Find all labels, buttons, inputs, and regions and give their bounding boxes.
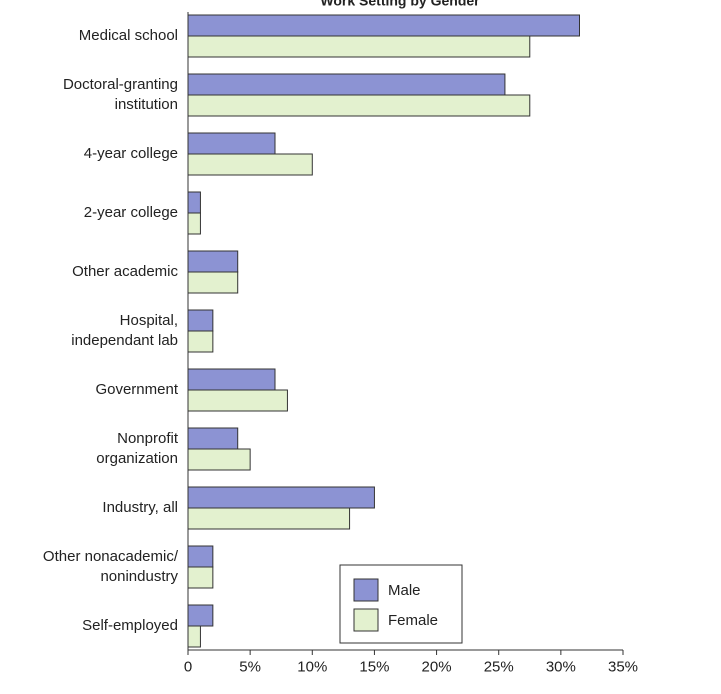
y-tick-label: Hospital, independant lab [71, 312, 178, 349]
bar [187, 250, 239, 273]
chart-title: Work Setting by Gender [320, 0, 480, 9]
bar [187, 309, 214, 332]
y-tick-label: Doctoral-granting institution [62, 76, 178, 113]
y-tick-label: Medical school [78, 27, 178, 44]
bar [187, 448, 251, 471]
bar [187, 427, 239, 450]
bar [187, 14, 580, 37]
bar [187, 566, 214, 589]
y-tick-label: 2-year college [83, 204, 178, 221]
x-tick-label: 0 [184, 658, 192, 675]
bar [187, 389, 288, 412]
bar [187, 507, 351, 530]
y-tick-label: Other academic [72, 263, 178, 280]
bar [187, 73, 506, 96]
bar [187, 35, 531, 58]
x-tick-label: 15% [359, 658, 389, 675]
bar [187, 604, 214, 627]
bar [187, 212, 201, 235]
y-tick-label: Industry, all [102, 499, 178, 516]
bar [187, 330, 214, 353]
legend-swatch [353, 608, 379, 632]
bar [187, 271, 239, 294]
y-tick-label: Other nonacademic/ nonindustry [42, 548, 178, 585]
bar [187, 625, 201, 648]
y-tick-label: Self-employed [82, 617, 178, 634]
x-tick-label: 10% [297, 658, 327, 675]
bar [187, 368, 276, 391]
legend-swatch [353, 578, 379, 602]
bar [187, 94, 531, 117]
bar [187, 486, 375, 509]
x-tick-label: 35% [608, 658, 638, 675]
legend-label: Female [388, 612, 438, 629]
legend-label: Male [388, 582, 421, 599]
x-tick-label: 5% [239, 658, 261, 675]
x-tick-label: 30% [546, 658, 576, 675]
bar [187, 191, 201, 214]
y-tick-label: 4-year college [83, 145, 178, 162]
bar [187, 132, 276, 155]
x-tick-label: 25% [484, 658, 514, 675]
bar [187, 545, 214, 568]
y-tick-label: Nonprofit organization [96, 430, 178, 467]
x-tick-label: 20% [422, 658, 452, 675]
y-tick-label: Government [95, 381, 178, 398]
bar [187, 153, 313, 176]
